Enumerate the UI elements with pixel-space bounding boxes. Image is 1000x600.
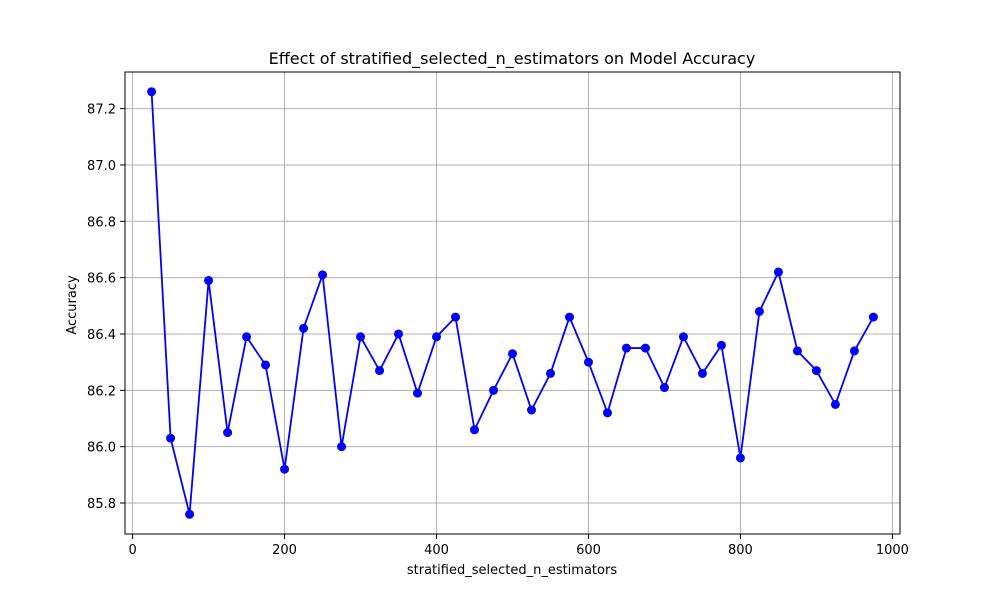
x-tick-label: 200: [272, 543, 297, 558]
data-point: [526, 405, 536, 415]
data-point: [356, 332, 366, 342]
y-axis-label: Accuracy: [65, 275, 80, 335]
x-tick-label: 400: [424, 543, 449, 558]
chart-title: Effect of stratified_selected_n_estimato…: [269, 49, 756, 69]
data-point: [659, 383, 669, 393]
data-point: [564, 312, 574, 322]
data-point: [678, 332, 688, 342]
axis-ticks: 0 200 400 600 800 1000 85.8 86.0 86.2 86.4 86.6 86.…: [87, 103, 909, 558]
data-point: [413, 388, 423, 398]
data-point: [147, 87, 157, 97]
data-point: [204, 275, 214, 285]
data-point: [849, 346, 859, 356]
grid-lines: [125, 72, 900, 534]
data-point: [811, 366, 821, 376]
x-tick-label: 1000: [876, 543, 909, 558]
data-point: [508, 349, 517, 359]
data-point: [830, 399, 840, 409]
y-tick-label: 86.2: [87, 384, 116, 399]
data-point: [223, 428, 233, 438]
x-tick-label: 0: [128, 543, 136, 558]
data-point: [432, 332, 442, 342]
x-tick-label: 600: [576, 543, 601, 558]
series-line: [150, 91, 875, 516]
data-point: [735, 453, 745, 463]
data-point: [545, 368, 555, 378]
data-point: [602, 408, 612, 418]
data-point: [621, 343, 631, 353]
data-point: [166, 433, 176, 443]
y-tick-label: 86.8: [87, 215, 116, 230]
data-point: [773, 267, 783, 277]
data-point: [489, 385, 499, 395]
data-point: [337, 442, 347, 452]
data-point: [697, 368, 707, 378]
data-point: [318, 270, 328, 280]
data-point: [242, 332, 252, 342]
data-point: [470, 425, 480, 435]
x-tick-label: 800: [728, 543, 753, 558]
data-point: [185, 509, 195, 519]
y-tick-label: 87.2: [87, 103, 116, 118]
data-point: [394, 329, 404, 339]
y-tick-label: 86.6: [87, 272, 116, 287]
x-axis-label: stratified_selected_n_estimators: [407, 563, 617, 578]
y-tick-label: 86.0: [87, 441, 116, 456]
y-tick-label: 85.8: [87, 497, 116, 512]
data-point: [640, 343, 650, 353]
data-point: [792, 346, 802, 356]
data-point: [299, 323, 309, 333]
data-point: [375, 366, 385, 376]
plot-area-frame: [124, 71, 901, 535]
y-tick-label: 86.4: [87, 328, 116, 343]
data-point: [716, 340, 726, 350]
data-point: [868, 312, 878, 322]
data-point: [451, 312, 461, 322]
data-series: [147, 87, 878, 519]
data-point: [754, 306, 764, 316]
data-point: [583, 357, 593, 367]
data-point: [280, 464, 290, 474]
y-tick-label: 87.0: [87, 159, 116, 174]
data-point: [261, 360, 271, 370]
